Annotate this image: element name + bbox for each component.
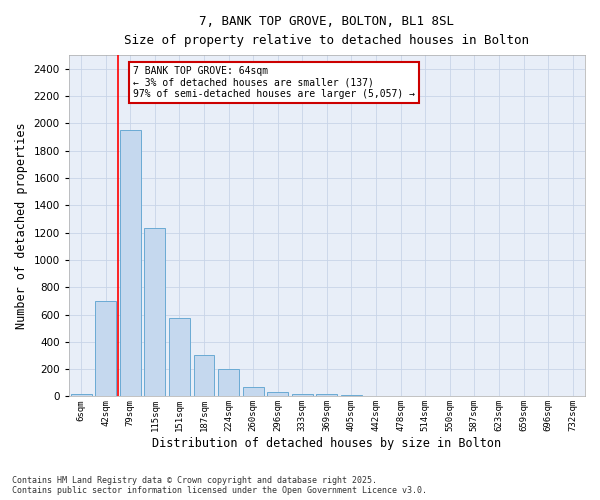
Bar — [218, 369, 239, 396]
Bar — [145, 228, 166, 396]
Bar — [120, 130, 141, 396]
Bar — [243, 387, 263, 396]
Text: Contains HM Land Registry data © Crown copyright and database right 2025.
Contai: Contains HM Land Registry data © Crown c… — [12, 476, 427, 495]
X-axis label: Distribution of detached houses by size in Bolton: Distribution of detached houses by size … — [152, 437, 502, 450]
Bar — [268, 392, 288, 396]
Bar — [292, 394, 313, 396]
Bar — [341, 395, 362, 396]
Y-axis label: Number of detached properties: Number of detached properties — [15, 122, 28, 329]
Bar — [169, 318, 190, 396]
Bar — [95, 301, 116, 396]
Bar — [194, 356, 214, 397]
Bar — [316, 394, 337, 396]
Bar — [71, 394, 92, 396]
Text: 7 BANK TOP GROVE: 64sqm
← 3% of detached houses are smaller (137)
97% of semi-de: 7 BANK TOP GROVE: 64sqm ← 3% of detached… — [133, 66, 415, 99]
Title: 7, BANK TOP GROVE, BOLTON, BL1 8SL
Size of property relative to detached houses : 7, BANK TOP GROVE, BOLTON, BL1 8SL Size … — [124, 15, 529, 47]
